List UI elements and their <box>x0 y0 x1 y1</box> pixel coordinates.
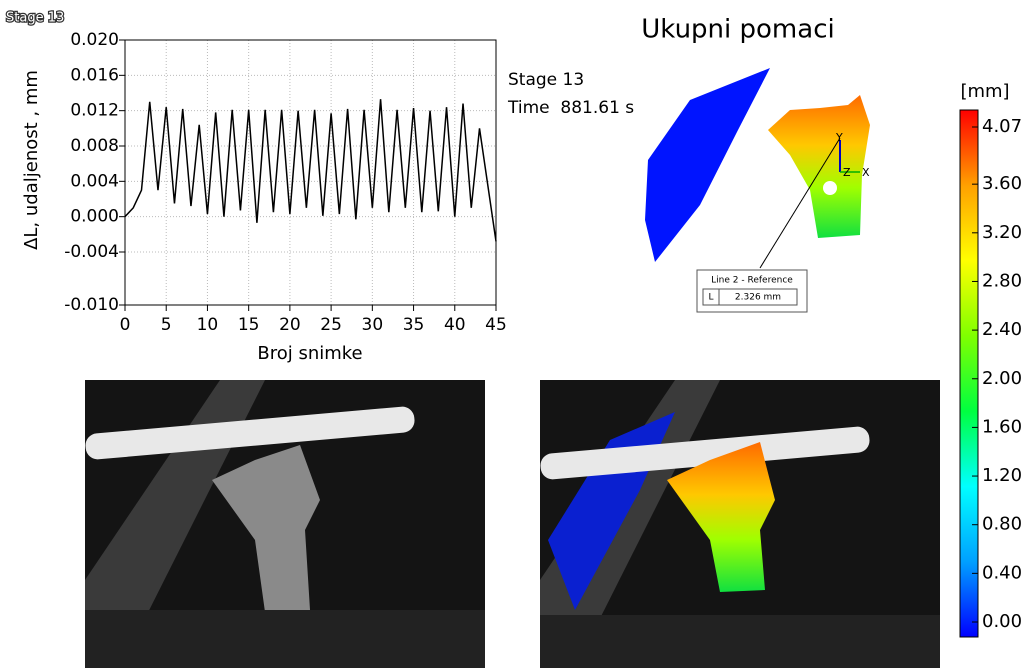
x-tick-label: 30 <box>362 315 384 335</box>
x-axis-label: Broj snimke <box>257 343 362 364</box>
x-tick-label: 5 <box>161 315 172 335</box>
stage-text: Stage 13 <box>508 70 584 90</box>
y-tick-label: 0.004 <box>70 171 119 191</box>
measure-key: L <box>708 293 713 303</box>
x-tick-label: 45 <box>485 315 507 335</box>
axis-x: X <box>862 166 870 179</box>
x-tick-label: 20 <box>279 315 301 335</box>
measure-value: 2.326 mm <box>735 293 781 303</box>
time-text: Time 881.61 s <box>507 98 634 118</box>
y-tick-label: 0.016 <box>70 65 119 85</box>
x-tick-label: 15 <box>238 315 260 335</box>
colorbar-label: 0.40 <box>982 562 1022 583</box>
plot-frame <box>124 39 497 306</box>
y-tick-label: 0.008 <box>70 136 119 156</box>
y-tick-label: 0.012 <box>70 101 119 121</box>
corner-label: Stage 13 <box>6 11 64 26</box>
colorbar-label: 1.20 <box>982 465 1022 486</box>
y-axis-label: ΔL, udaljenost , mm <box>21 70 42 250</box>
camera-image-right <box>540 380 940 668</box>
colorbar-unit: [mm] <box>960 81 1009 102</box>
x-tick-label: 0 <box>120 315 131 335</box>
colorbar-label: 3.60 <box>982 173 1022 194</box>
axis-y: Y <box>835 131 843 144</box>
colorbar-label: 2.00 <box>982 368 1022 389</box>
colorbar-label: 0.80 <box>982 514 1022 535</box>
colorbar-label: 4.07 <box>982 116 1022 137</box>
colorbar-label: 2.40 <box>982 319 1022 340</box>
y-tick-label: 0.020 <box>70 30 119 50</box>
colorbar-label: 3.20 <box>982 222 1022 243</box>
colorbar-label: 2.80 <box>982 270 1022 291</box>
y-tick-label: -0.004 <box>64 242 119 262</box>
x-tick-label: 40 <box>444 315 466 335</box>
x-tick-label: 10 <box>197 315 219 335</box>
colorbar <box>959 109 979 638</box>
x-tick-label: 25 <box>320 315 342 335</box>
measure-title: Line 2 - Reference <box>711 276 793 286</box>
camera-image-left <box>85 380 485 668</box>
colorbar-label: 1.60 <box>982 416 1022 437</box>
data-line <box>124 99 497 242</box>
view-3d: Y Z X Line 2 - Reference L 2.326 mm <box>645 68 870 313</box>
y-tick-label: 0.000 <box>70 207 119 227</box>
view-title: Ukupni pomaci <box>641 15 834 45</box>
colorbar-label: 0.00 <box>982 611 1022 632</box>
axis-z: Z <box>843 166 851 179</box>
y-tick-label: -0.010 <box>64 295 119 315</box>
x-tick-label: 35 <box>403 315 425 335</box>
